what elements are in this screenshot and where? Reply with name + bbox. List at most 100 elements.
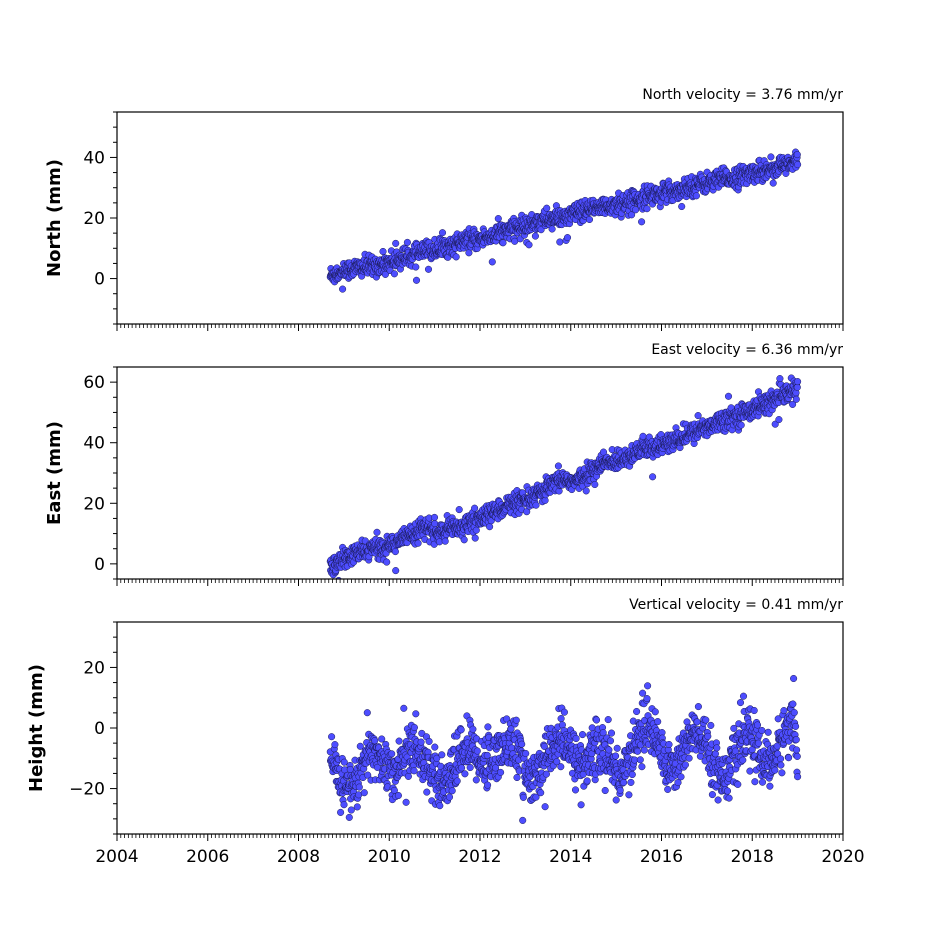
data-point bbox=[583, 777, 591, 785]
data-point bbox=[394, 791, 402, 800]
y-tick-label: 40 bbox=[83, 148, 105, 168]
data-point bbox=[532, 501, 540, 509]
data-point bbox=[497, 768, 505, 776]
data-point bbox=[792, 736, 800, 744]
data-point bbox=[640, 746, 648, 754]
data-point bbox=[553, 758, 561, 766]
data-point bbox=[625, 791, 633, 799]
data-point bbox=[572, 734, 580, 743]
data-point bbox=[579, 770, 587, 778]
data-point bbox=[507, 725, 515, 733]
data-point bbox=[353, 803, 361, 811]
data-point bbox=[681, 761, 689, 769]
y-tick-label: 20 bbox=[83, 209, 105, 229]
data-point bbox=[414, 539, 422, 547]
data-point bbox=[789, 400, 797, 408]
data-point bbox=[445, 793, 454, 801]
data-point bbox=[347, 806, 355, 814]
data-point bbox=[753, 721, 762, 729]
data-point bbox=[412, 710, 420, 718]
data-point bbox=[674, 779, 682, 787]
data-point bbox=[356, 742, 364, 750]
data-point bbox=[577, 801, 585, 809]
data-point bbox=[522, 749, 530, 758]
data-point bbox=[465, 249, 473, 257]
data-point bbox=[678, 202, 686, 211]
y-tick-label: −20 bbox=[69, 780, 105, 800]
data-point bbox=[634, 747, 642, 755]
data-point bbox=[649, 473, 657, 481]
data-point bbox=[792, 722, 800, 730]
data-point bbox=[494, 215, 502, 223]
data-point bbox=[345, 813, 353, 821]
data-point bbox=[503, 715, 511, 723]
data-point bbox=[371, 737, 379, 745]
data-point bbox=[519, 816, 527, 824]
data-point bbox=[508, 744, 516, 752]
data-point bbox=[777, 761, 785, 769]
data-point bbox=[537, 226, 545, 234]
data-point bbox=[355, 783, 363, 791]
data-point bbox=[694, 412, 702, 420]
data-point bbox=[431, 520, 439, 528]
data-point bbox=[685, 754, 693, 762]
chart-title: East velocity = 6.36 mm/yr bbox=[651, 342, 843, 358]
y-axis-label: East (mm) bbox=[44, 421, 65, 525]
data-point bbox=[734, 780, 742, 788]
data-point bbox=[775, 416, 783, 424]
data-point bbox=[692, 192, 700, 200]
data-point bbox=[392, 567, 400, 575]
data-point bbox=[616, 786, 624, 794]
y-tick-label: 60 bbox=[83, 373, 105, 393]
data-point bbox=[403, 238, 411, 246]
data-point bbox=[794, 773, 802, 781]
data-point bbox=[758, 726, 766, 735]
data-point bbox=[532, 793, 540, 801]
y-tick-label: 0 bbox=[94, 555, 105, 575]
data-point bbox=[794, 378, 802, 386]
data-point bbox=[525, 241, 533, 249]
data-point bbox=[790, 709, 798, 717]
data-point bbox=[769, 179, 777, 187]
data-point bbox=[557, 763, 565, 771]
data-point bbox=[606, 737, 615, 745]
data-point bbox=[363, 709, 371, 717]
x-tick-label: 2018 bbox=[731, 847, 774, 867]
data-point bbox=[613, 744, 621, 752]
data-point bbox=[627, 778, 635, 786]
panel-3: −20 0 20 2004 2006 2008 2010 2012 2014 2016 2018 20… bbox=[26, 597, 865, 867]
data-point bbox=[412, 263, 420, 271]
data-point bbox=[588, 724, 596, 732]
data-point bbox=[644, 682, 652, 690]
data-point bbox=[731, 747, 740, 755]
data-point bbox=[453, 777, 461, 785]
data-point bbox=[651, 708, 659, 716]
data-point bbox=[340, 801, 348, 809]
data-points bbox=[326, 148, 802, 293]
data-point bbox=[739, 692, 748, 700]
data-point bbox=[774, 715, 782, 723]
data-point bbox=[607, 729, 616, 737]
data-point bbox=[424, 265, 433, 273]
data-point bbox=[378, 735, 386, 743]
data-point bbox=[585, 215, 594, 224]
data-point bbox=[512, 716, 520, 724]
data-point bbox=[643, 205, 651, 213]
x-tick-label: 2020 bbox=[821, 847, 864, 867]
data-point bbox=[789, 700, 797, 708]
data-point bbox=[754, 739, 763, 747]
data-point bbox=[438, 229, 447, 237]
data-point bbox=[777, 755, 785, 763]
x-tick-label: 2014 bbox=[549, 847, 592, 867]
data-point bbox=[461, 770, 469, 778]
data-point bbox=[643, 695, 651, 703]
data-point bbox=[723, 787, 732, 795]
data-point bbox=[773, 742, 781, 750]
data-point bbox=[431, 743, 439, 751]
data-point bbox=[492, 764, 500, 772]
data-point bbox=[599, 448, 608, 456]
data-point bbox=[455, 506, 463, 514]
data-point bbox=[486, 523, 494, 531]
data-point bbox=[402, 798, 410, 806]
data-point bbox=[471, 534, 479, 542]
